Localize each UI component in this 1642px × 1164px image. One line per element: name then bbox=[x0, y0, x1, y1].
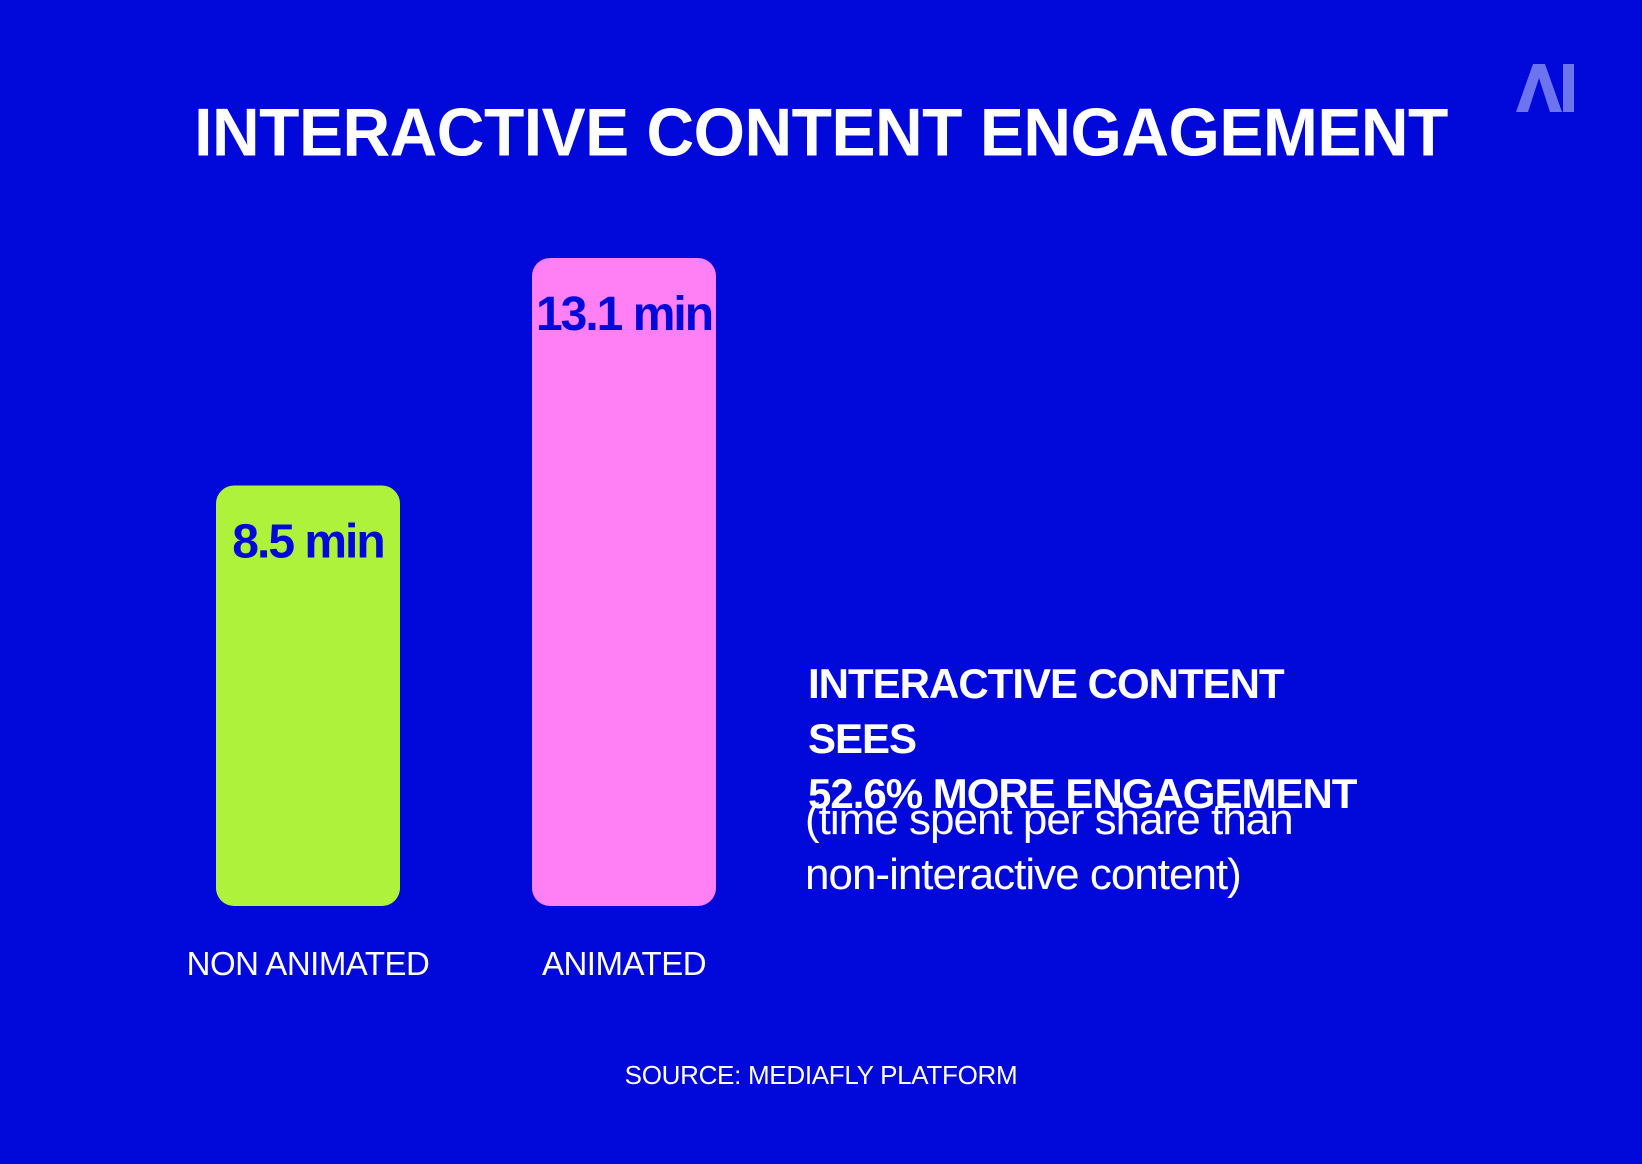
bar-animated bbox=[532, 258, 716, 906]
logo-letter-i bbox=[1563, 64, 1574, 112]
ai-logo bbox=[1516, 64, 1574, 112]
subtext-line-1: (time spent per share than bbox=[805, 795, 1294, 844]
bar-value-label: 8.5 min bbox=[232, 516, 383, 569]
subtext-annotation: (time spent per share than non-interacti… bbox=[805, 792, 1345, 902]
bar-value-label: 13.1 min bbox=[536, 288, 712, 341]
headline-annotation: INTERACTIVE CONTENT SEES 52.6% MORE ENGA… bbox=[808, 656, 1368, 821]
logo-letter-a bbox=[1516, 64, 1562, 112]
chart-title: INTERACTIVE CONTENT ENGAGEMENT bbox=[194, 94, 1448, 170]
category-label: ANIMATED bbox=[542, 945, 706, 982]
source-note: SOURCE: MEDIAFLY PLATFORM bbox=[624, 1060, 1018, 1090]
subtext-line-2: non-interactive content) bbox=[805, 850, 1242, 899]
headline-line-2: 52.6% MORE ENGAGEMENT bbox=[808, 770, 1357, 817]
category-label: NON ANIMATED bbox=[187, 945, 430, 982]
headline-line-1: INTERACTIVE CONTENT SEES bbox=[808, 660, 1285, 762]
bar-non-animated bbox=[216, 485, 400, 906]
